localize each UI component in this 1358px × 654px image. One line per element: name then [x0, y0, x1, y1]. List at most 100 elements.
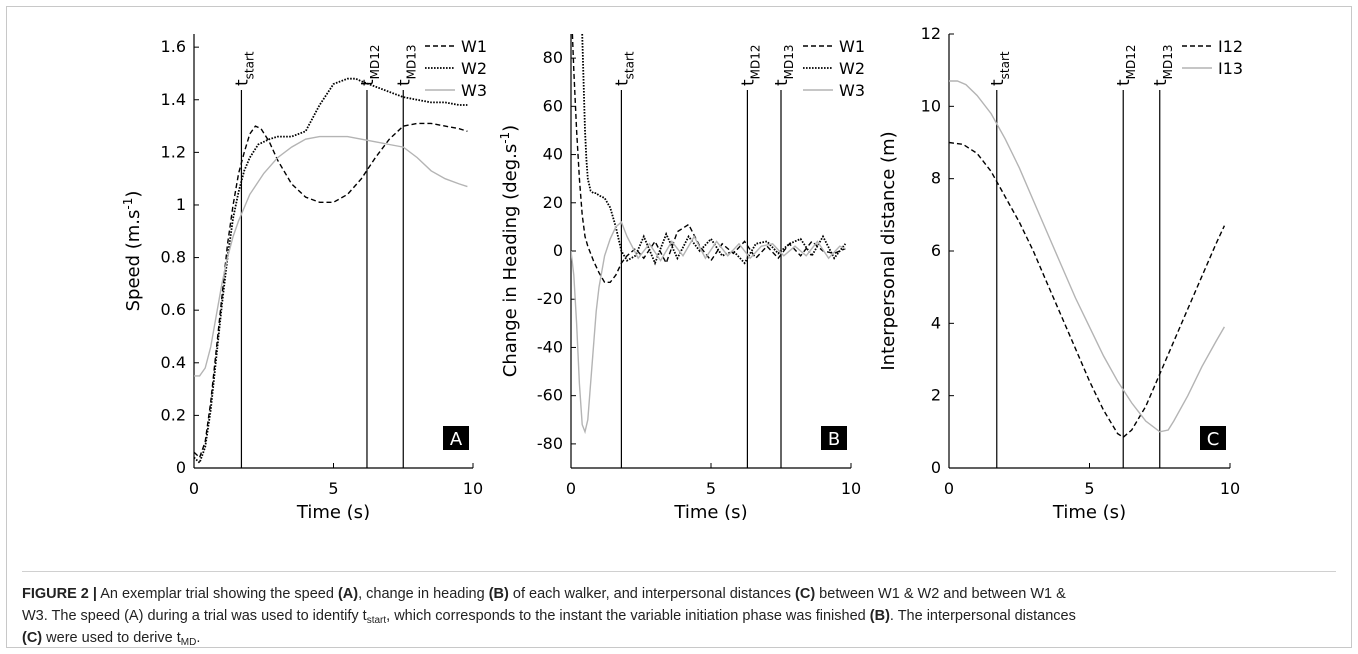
panel-b-event-label-sub: start [622, 51, 636, 79]
figure-charts: 0 5 10 0 0.2 0.4 0.6 0.8 1 1.2 1.4 1.6 Time (s) Speed… [121, 24, 1243, 520]
panel-a-y-tick-label: 0.2 [161, 405, 186, 424]
panel-b-legend-label: W3 [839, 81, 865, 100]
panel-b-event-label-base: t [772, 79, 792, 86]
caption-divider [22, 571, 1336, 572]
panel-c-series-i12 [949, 141, 1226, 439]
panel-c-y-label-main: Interpersonal distance (m) [878, 131, 899, 370]
panel-c-event-label-sub: MD13 [1161, 44, 1175, 79]
caption-ref: (A) [337, 586, 359, 602]
panel-a-series-w2 [194, 77, 468, 465]
panel-b-y-tick-label: -60 [537, 386, 563, 405]
panel-b-y-label: Change in Heading (deg.s-1) [498, 125, 521, 377]
panel-a-y-label-main: Speed (m.s [123, 210, 144, 312]
panel-b-y-tick-label: -20 [537, 289, 563, 308]
panel-b-event-label-base: t [612, 79, 632, 86]
panel-c-event-label: tMD12 [1114, 44, 1138, 86]
panel-a-y-label-sup: -1 [121, 198, 135, 210]
panel-c-y-tick-label: 0 [931, 458, 941, 477]
panel-a: 0 5 10 0 0.2 0.4 0.6 0.8 1 1.2 1.4 1.6 Time (s) Speed… [121, 34, 487, 520]
panel-c-event-label: tstart [988, 51, 1012, 86]
panel-c-x-label: Time (s) [1052, 502, 1126, 520]
panel-c-y-tick-label: 12 [921, 24, 941, 43]
panel-a-y-tick-label: 1.4 [161, 90, 186, 109]
panel-b-event-label-sub: MD13 [782, 44, 796, 79]
caption-text: were used to derive t [42, 630, 181, 646]
figure-frame [6, 6, 1352, 648]
panel-a-y-tick-label: 0.4 [161, 353, 186, 372]
panel-b-event-label: tstart [612, 51, 636, 86]
panel-a-x-tick-label: 10 [463, 479, 483, 498]
panel-c-y-label: Interpersonal distance (m) [878, 131, 899, 370]
caption-subscript: MD [180, 637, 197, 648]
panel-b-y-tick-label: -80 [537, 434, 563, 453]
panel-c-badge-letter: C [1207, 429, 1220, 450]
caption-text: . [196, 630, 201, 646]
panel-a-y-tick-label: 1 [176, 195, 186, 214]
panel-a-event-label: tMD12 [358, 44, 382, 86]
panel-c-event-label-base: t [1114, 79, 1134, 86]
panel-a-event-label-base: t [232, 79, 252, 86]
panel-b-event-label-sub: MD12 [748, 44, 762, 79]
panel-b-legend-label: W2 [839, 59, 865, 78]
panel-c-badge [1200, 426, 1226, 450]
panel-c-event-label-base: t [988, 79, 1008, 86]
figure-caption: FIGURE 2 | An exemplar trial showing the… [22, 583, 1338, 649]
panel-c-y-tick-label: 8 [931, 169, 941, 188]
panel-b-y-tick-label: 40 [543, 145, 563, 164]
panel-c-series-i13 [949, 80, 1226, 433]
panel-b-x-tick-label: 10 [841, 479, 861, 498]
caption-subscript: start [366, 615, 387, 626]
panel-a-event-label-sub: start [242, 51, 256, 79]
panel-c-y-tick-label: 2 [931, 386, 941, 405]
panel-c-event-label-sub: MD12 [1124, 44, 1138, 79]
panel-a-y-label-end: ) [123, 191, 144, 198]
panel-c-event-label: tMD13 [1151, 44, 1175, 86]
panel-a-x-tick-label: 0 [189, 479, 199, 498]
panel-a-event-label-sub: MD12 [368, 44, 382, 79]
panel-b-event-label: tMD12 [738, 44, 762, 86]
panel-a-y-tick-label: 0.8 [161, 248, 186, 267]
caption-ref: (C) [795, 586, 816, 602]
panel-a-event-label-base: t [394, 79, 414, 86]
panel-a-event-label: tstart [232, 51, 256, 86]
panel-b-series-w1 [571, 34, 846, 283]
panel-b-y-tick-label: 0 [553, 241, 563, 260]
panel-a-x-tick-label: 5 [328, 479, 338, 498]
panel-a-y-label: Speed (m.s-1) [121, 191, 144, 312]
panel-b-y-label-end: ) [500, 125, 521, 132]
caption-ref: (B) [488, 586, 509, 602]
caption-ref: (B) [869, 608, 890, 624]
panel-a-y-tick-label: 1.6 [161, 37, 186, 56]
panel-c-legend-label: I12 [1218, 37, 1243, 56]
panel-c-event-label-sub: start [998, 51, 1012, 79]
panel-b-x-tick-label: 5 [706, 479, 716, 498]
panel-b-y-tick-label: 80 [543, 48, 563, 67]
panel-b-legend-label: W1 [839, 37, 865, 56]
panel-a-event-label-sub: MD13 [404, 44, 418, 79]
panel-b-series-w3 [571, 220, 846, 435]
panel-c-x-tick-label: 10 [1220, 479, 1240, 498]
caption-text: between W1 & W2 and between W1 & [815, 586, 1066, 602]
caption-text: of each walker, and interpersonal distan… [508, 586, 796, 602]
caption-text: . The interpersonal distances [889, 608, 1076, 624]
panel-b-y-tick-label: 60 [543, 96, 563, 115]
caption-text: W3. The speed (A) during a trial was use… [22, 608, 367, 624]
caption-text: An exemplar trial showing the speed [96, 586, 338, 602]
panel-a-series-w3 [194, 135, 468, 377]
panel-b: 0 5 10 -80 -60 -40 -20 0 20 40 60 80 Time (s) Change … [498, 34, 865, 520]
panel-a-y-tick-label: 0 [176, 458, 186, 477]
panel-b-y-tick-label: -40 [537, 337, 563, 356]
panel-a-legend-label: W1 [461, 37, 487, 56]
panel-b-x-label: Time (s) [673, 502, 747, 520]
panel-b-y-label-main: Change in Heading (deg.s [500, 144, 521, 377]
panel-a-x-label: Time (s) [296, 502, 370, 520]
panel-a-y-tick-label: 1.2 [161, 142, 186, 161]
panel-b-series-w2 [581, 34, 847, 266]
caption-line-2: W3. The speed (A) during a trial was use… [22, 605, 1338, 627]
caption-line-3: (C) were used to derive tMD. [22, 627, 1338, 649]
caption-ref: (C) [22, 630, 43, 646]
panel-b-y-tick-label: 20 [543, 193, 563, 212]
panel-b-badge-letter: B [828, 429, 840, 450]
panel-c: 0 5 10 0 2 4 6 8 10 12 Time (s) Interpersonal dista… [878, 24, 1243, 520]
panel-a-legend-label: W3 [461, 81, 487, 100]
